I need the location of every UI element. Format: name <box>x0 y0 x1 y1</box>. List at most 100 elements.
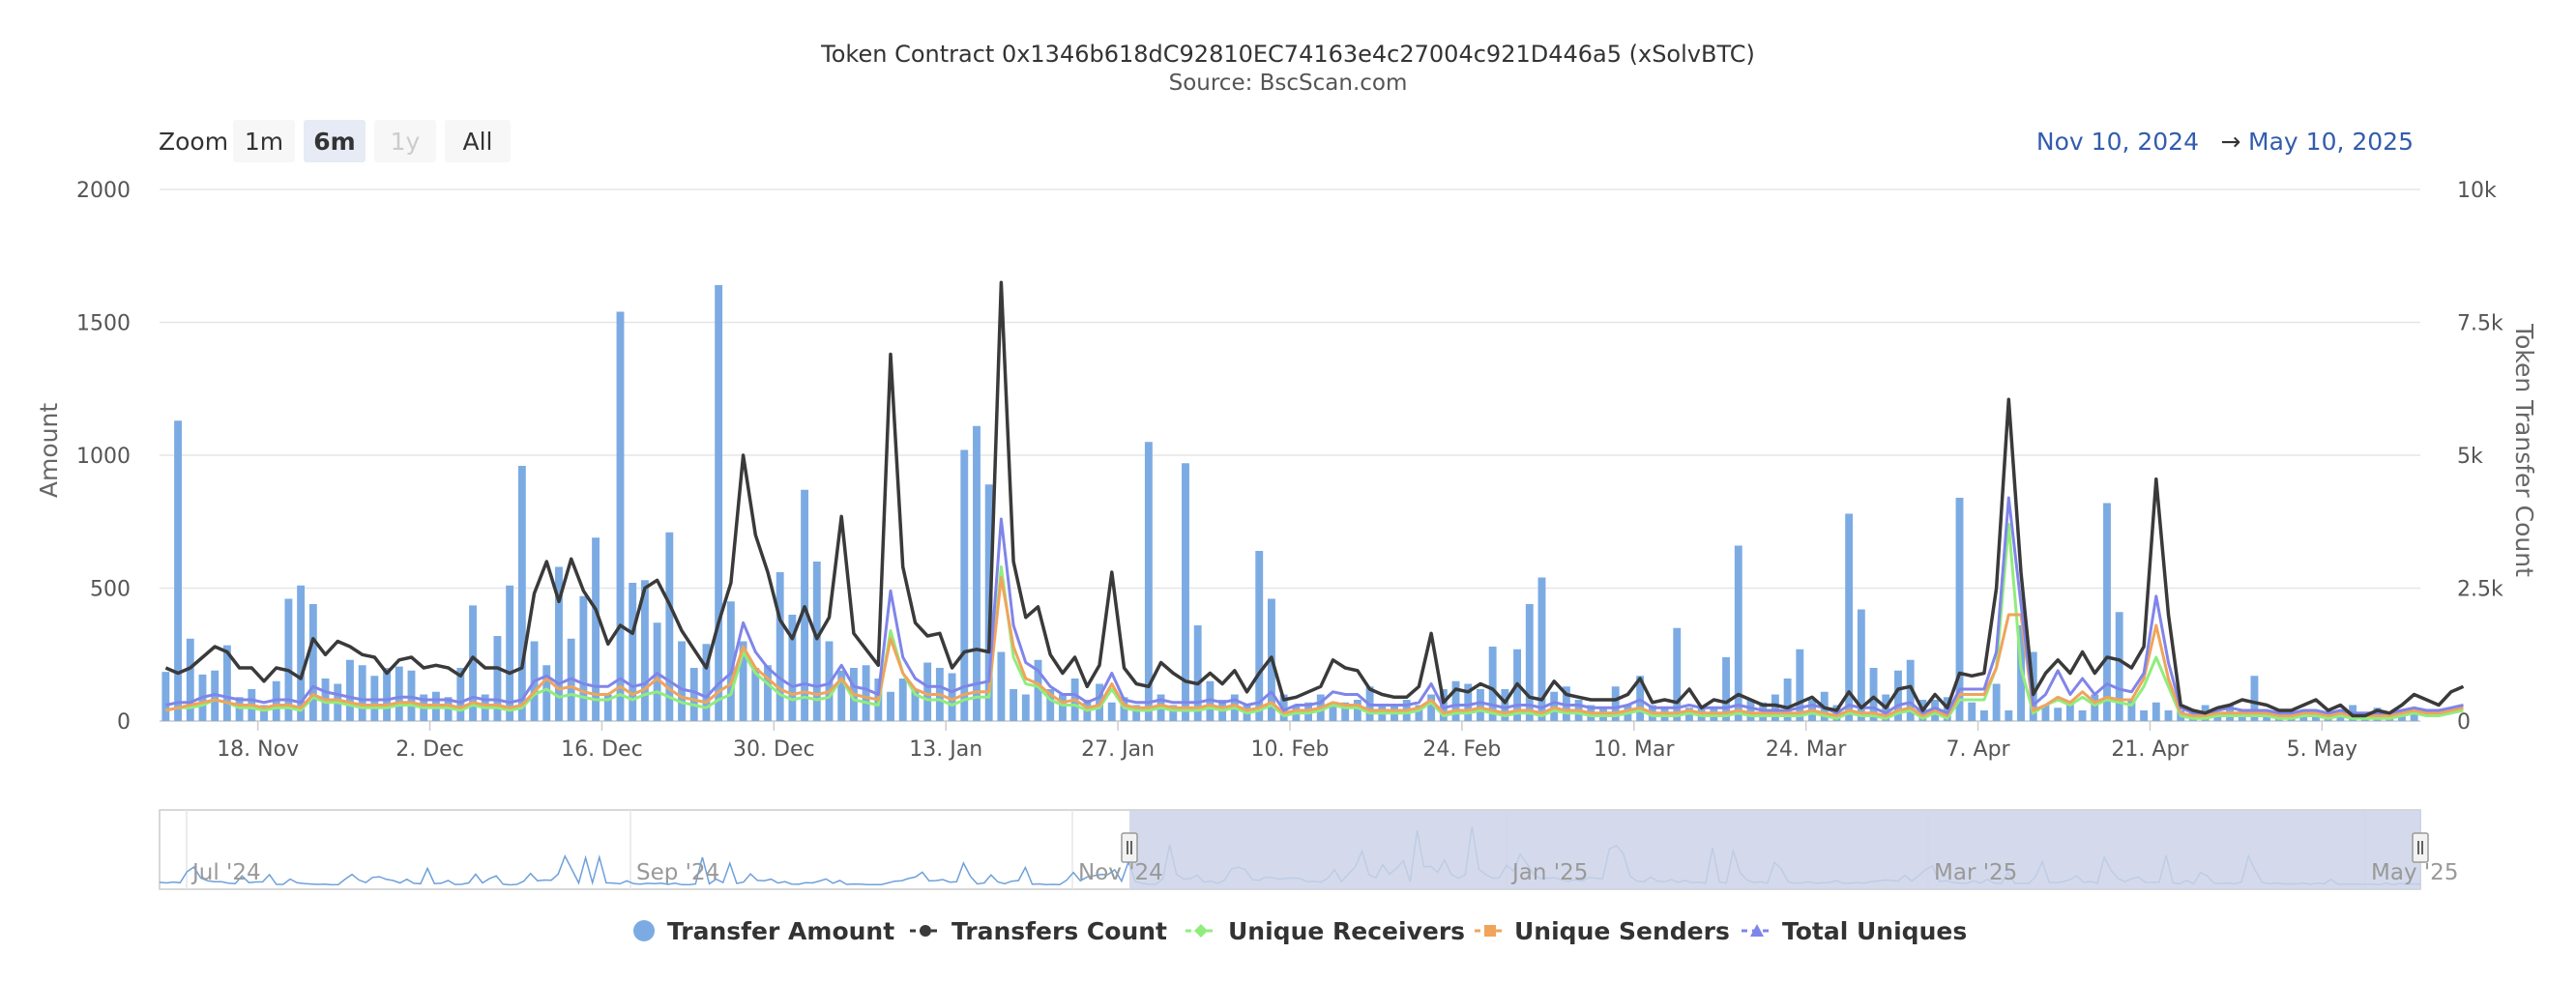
zoom-button-all[interactable]: All <box>445 120 511 162</box>
bar-transfer-amount[interactable] <box>469 605 477 721</box>
bar-transfer-amount[interactable] <box>1979 710 1988 721</box>
bar-transfer-amount[interactable] <box>1869 668 1878 721</box>
bar-transfer-amount[interactable] <box>603 694 612 722</box>
bar-transfer-amount[interactable] <box>161 672 170 721</box>
bar-transfer-amount[interactable] <box>739 641 747 722</box>
bar-transfer-amount[interactable] <box>2164 710 2173 721</box>
bar-transfer-amount[interactable] <box>715 285 723 721</box>
bar-transfer-amount[interactable] <box>1968 702 1976 721</box>
bar-transfer-amount[interactable] <box>973 425 981 721</box>
bar-transfer-amount[interactable] <box>689 668 698 721</box>
bar-transfer-amount[interactable] <box>2127 700 2136 721</box>
bar-transfer-amount[interactable] <box>1992 683 2001 722</box>
bar-transfer-amount[interactable] <box>1329 705 1337 722</box>
bar-transfer-amount[interactable] <box>678 641 686 722</box>
bar-transfer-amount[interactable] <box>2065 702 2074 721</box>
bar-transfer-amount[interactable] <box>383 668 392 721</box>
bar-transfer-amount[interactable] <box>1955 498 1964 721</box>
legend-item-transfers-count[interactable]: Transfers Count <box>910 917 1167 945</box>
bar-transfer-amount[interactable] <box>665 532 674 721</box>
bar-transfer-amount[interactable] <box>1021 694 1030 722</box>
bar-transfer-amount[interactable] <box>862 665 870 721</box>
line-transfers-count[interactable] <box>164 280 2465 718</box>
bar-transfer-amount[interactable] <box>542 665 551 721</box>
bar-transfer-amount[interactable] <box>592 537 600 721</box>
legend-item-unique-senders[interactable]: Unique Senders <box>1475 917 1730 945</box>
bar-transfer-amount[interactable] <box>1169 705 1178 722</box>
bar-transfer-amount[interactable] <box>456 668 465 721</box>
bar-transfer-amount[interactable] <box>1537 577 1546 722</box>
line-total-uniques[interactable] <box>165 496 2464 715</box>
bar-transfer-amount[interactable] <box>960 449 969 722</box>
bar-transfer-amount[interactable] <box>1906 659 1915 721</box>
bar-transfer-amount[interactable] <box>517 466 526 721</box>
bar-transfer-amount[interactable] <box>2103 503 2111 722</box>
navigator[interactable]: Jul '24 Sep '24 Nov '24 Jan '25 Mar '25 May '… <box>159 809 2458 890</box>
bar-transfer-amount[interactable] <box>726 601 735 721</box>
bar-transfer-amount[interactable] <box>186 638 194 721</box>
bar-transfer-amount[interactable] <box>579 595 588 721</box>
bar-transfer-amount[interactable] <box>493 636 502 721</box>
bar-transfer-amount[interactable] <box>1611 686 1620 721</box>
navigator-selection[interactable] <box>1129 810 2421 889</box>
bar-transfer-amount[interactable] <box>395 666 403 721</box>
zoom-button-1y[interactable]: 1y <box>374 120 436 162</box>
bar-transfer-amount[interactable] <box>506 585 514 721</box>
bar-transfer-amount[interactable] <box>1341 702 1350 721</box>
bar-transfer-amount[interactable] <box>2005 710 2013 721</box>
bar-transfer-amount[interactable] <box>1734 545 1742 722</box>
line-unique-senders[interactable] <box>165 576 2464 717</box>
bar-transfer-amount[interactable] <box>1845 513 1854 722</box>
legend-item-total-uniques[interactable]: Total Uniques <box>1742 917 1967 945</box>
bar-transfer-amount[interactable] <box>788 615 797 721</box>
bar-transfer-amount[interactable] <box>616 311 625 722</box>
bar-transfer-amount[interactable] <box>297 585 306 721</box>
bar-transfer-amount[interactable] <box>812 562 821 721</box>
bar-transfer-amount[interactable] <box>1132 705 1141 722</box>
bar-transfer-amount[interactable] <box>2054 708 2063 721</box>
bar-transfer-amount[interactable] <box>2091 694 2099 722</box>
bar-transfer-amount[interactable] <box>776 572 784 721</box>
range-to-input[interactable]: May 10, 2025 <box>2248 128 2414 156</box>
bar-transfer-amount[interactable] <box>1058 694 1067 722</box>
bar-transfer-amount[interactable] <box>1182 463 1189 721</box>
bar-transfer-amount[interactable] <box>1415 705 1423 722</box>
bar-transfer-amount[interactable] <box>1034 659 1042 721</box>
bar-transfer-amount[interactable] <box>2410 712 2418 721</box>
bar-transfer-amount[interactable] <box>1107 702 1116 721</box>
line-unique-receivers[interactable] <box>165 523 2464 720</box>
bar-transfer-amount[interactable] <box>1746 700 1755 721</box>
bar-transfer-amount[interactable] <box>1010 689 1018 721</box>
bar-transfer-amount[interactable] <box>2041 705 2050 722</box>
zoom-button-1m[interactable]: 1m <box>233 120 295 162</box>
bar-transfer-amount[interactable] <box>1525 604 1534 721</box>
bar-transfer-amount[interactable] <box>260 705 268 722</box>
bar-transfer-amount[interactable] <box>1427 694 1436 722</box>
bar-transfer-amount[interactable] <box>1501 689 1509 721</box>
bar-transfer-amount[interactable] <box>358 665 366 721</box>
bar-transfer-amount[interactable] <box>825 641 834 722</box>
bar-transfer-amount[interactable] <box>555 566 563 722</box>
bar-transfer-amount[interactable] <box>174 420 182 721</box>
bar-transfer-amount[interactable] <box>948 673 956 722</box>
bar-transfer-amount[interactable] <box>837 670 846 721</box>
bar-transfer-amount[interactable] <box>1783 679 1792 721</box>
bar-transfer-amount[interactable] <box>284 598 293 722</box>
bar-transfer-amount[interactable] <box>923 662 932 722</box>
bar-transfer-amount[interactable] <box>346 659 354 721</box>
bar-transfer-amount[interactable] <box>751 668 760 721</box>
bar-transfer-amount[interactable] <box>1464 683 1473 722</box>
bar-transfer-amount[interactable] <box>1894 670 1902 721</box>
bar-transfer-amount[interactable] <box>1673 627 1682 721</box>
legend-item-unique-receivers[interactable]: Unique Receivers <box>1186 917 1465 945</box>
bar-transfer-amount[interactable] <box>629 583 637 721</box>
bar-transfer-amount[interactable] <box>1796 649 1804 721</box>
bar-transfer-amount[interactable] <box>1193 625 1202 721</box>
bar-transfer-amount[interactable] <box>997 651 1006 722</box>
bar-transfer-amount[interactable] <box>702 644 711 721</box>
zoom-button-6m[interactable]: 6m <box>304 120 366 162</box>
bar-transfer-amount[interactable] <box>887 691 894 721</box>
bar-transfer-amount[interactable] <box>2140 710 2149 721</box>
bar-transfer-amount[interactable] <box>1857 609 1865 722</box>
bar-transfer-amount[interactable] <box>1722 657 1731 721</box>
